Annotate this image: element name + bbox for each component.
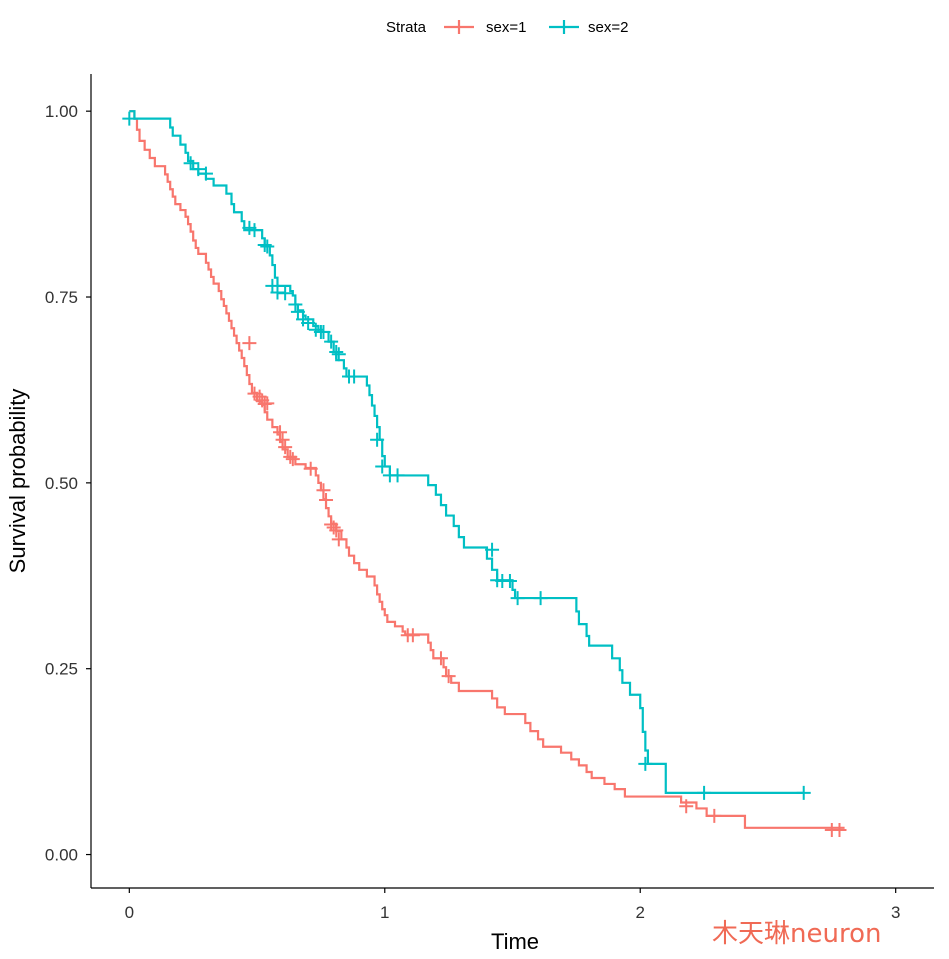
x-tick-label: 0 bbox=[125, 903, 134, 922]
y-tick-label: 0.75 bbox=[45, 288, 78, 307]
censor-mark bbox=[324, 334, 339, 349]
censor-mark bbox=[191, 162, 206, 177]
series-sex1 bbox=[129, 110, 847, 838]
censor-mark bbox=[390, 468, 405, 483]
y-tick-label: 0.00 bbox=[45, 846, 78, 865]
censor-mark bbox=[285, 452, 300, 467]
censor-mark bbox=[242, 336, 257, 351]
censor-mark bbox=[697, 785, 712, 800]
survival-curve-sex1 bbox=[129, 110, 845, 829]
series-layer bbox=[122, 110, 847, 838]
censor-mark bbox=[283, 449, 298, 464]
y-tick-label: 1.00 bbox=[45, 102, 78, 121]
censor-mark bbox=[247, 223, 262, 238]
censor-mark bbox=[832, 823, 847, 838]
y-ticks: 0.00 0.25 0.50 0.75 1.00 bbox=[45, 102, 91, 865]
y-tick-label: 0.50 bbox=[45, 474, 78, 493]
legend-item-sex2: sex=2 bbox=[549, 19, 628, 36]
censor-mark bbox=[679, 799, 694, 814]
censor-mark bbox=[260, 239, 275, 254]
censor-mark bbox=[316, 324, 331, 339]
censor-mark bbox=[796, 785, 811, 800]
y-tick-label: 0.25 bbox=[45, 660, 78, 679]
x-ticks: 0 1 2 3 bbox=[125, 888, 900, 922]
censor-mark bbox=[303, 461, 318, 476]
censor-mark bbox=[375, 459, 390, 474]
censor-mark bbox=[533, 591, 548, 606]
legend: Strata sex=1 sex=2 bbox=[386, 19, 628, 36]
censor-mark bbox=[275, 432, 290, 447]
censor-mark bbox=[122, 111, 137, 126]
censor-mark bbox=[707, 808, 722, 823]
y-axis-title: Survival probability bbox=[5, 389, 30, 574]
legend-label-sex2: sex=2 bbox=[588, 19, 628, 36]
censor-mark bbox=[288, 297, 303, 312]
watermark: 木天琳neuron bbox=[712, 919, 882, 949]
censor-mark bbox=[433, 651, 448, 666]
x-tick-label: 3 bbox=[891, 903, 900, 922]
censor-mark bbox=[638, 756, 653, 771]
censor-mark bbox=[347, 369, 362, 384]
censor-mark bbox=[319, 492, 334, 507]
censor-mark bbox=[260, 396, 275, 411]
censor-mark bbox=[502, 573, 517, 588]
x-tick-label: 2 bbox=[635, 903, 644, 922]
censor-mark bbox=[278, 440, 293, 455]
censor-mark bbox=[405, 628, 420, 643]
censor-mark bbox=[370, 432, 385, 447]
legend-label-sex1: sex=1 bbox=[486, 19, 526, 36]
censor-mark bbox=[331, 347, 346, 362]
censor-mark bbox=[273, 425, 288, 440]
censor-mark bbox=[257, 237, 272, 252]
censor-mark bbox=[510, 591, 525, 606]
censor-mark bbox=[183, 156, 198, 171]
censor-mark bbox=[485, 542, 500, 557]
legend-item-sex1: sex=1 bbox=[444, 19, 526, 36]
censor-mark bbox=[278, 286, 293, 301]
censor-mark bbox=[316, 483, 331, 498]
legend-title: Strata bbox=[386, 19, 427, 36]
x-axis-title: Time bbox=[491, 929, 539, 954]
censor-mark bbox=[301, 316, 316, 331]
censor-mark bbox=[331, 532, 346, 547]
censor-mark bbox=[441, 669, 456, 684]
censor-mark bbox=[290, 304, 305, 319]
x-tick-label: 1 bbox=[380, 903, 389, 922]
series-sex2 bbox=[122, 110, 811, 800]
censor-mark bbox=[198, 166, 213, 181]
censor-mark bbox=[329, 345, 344, 360]
censor-mark bbox=[329, 523, 344, 538]
censor-mark bbox=[326, 520, 341, 535]
